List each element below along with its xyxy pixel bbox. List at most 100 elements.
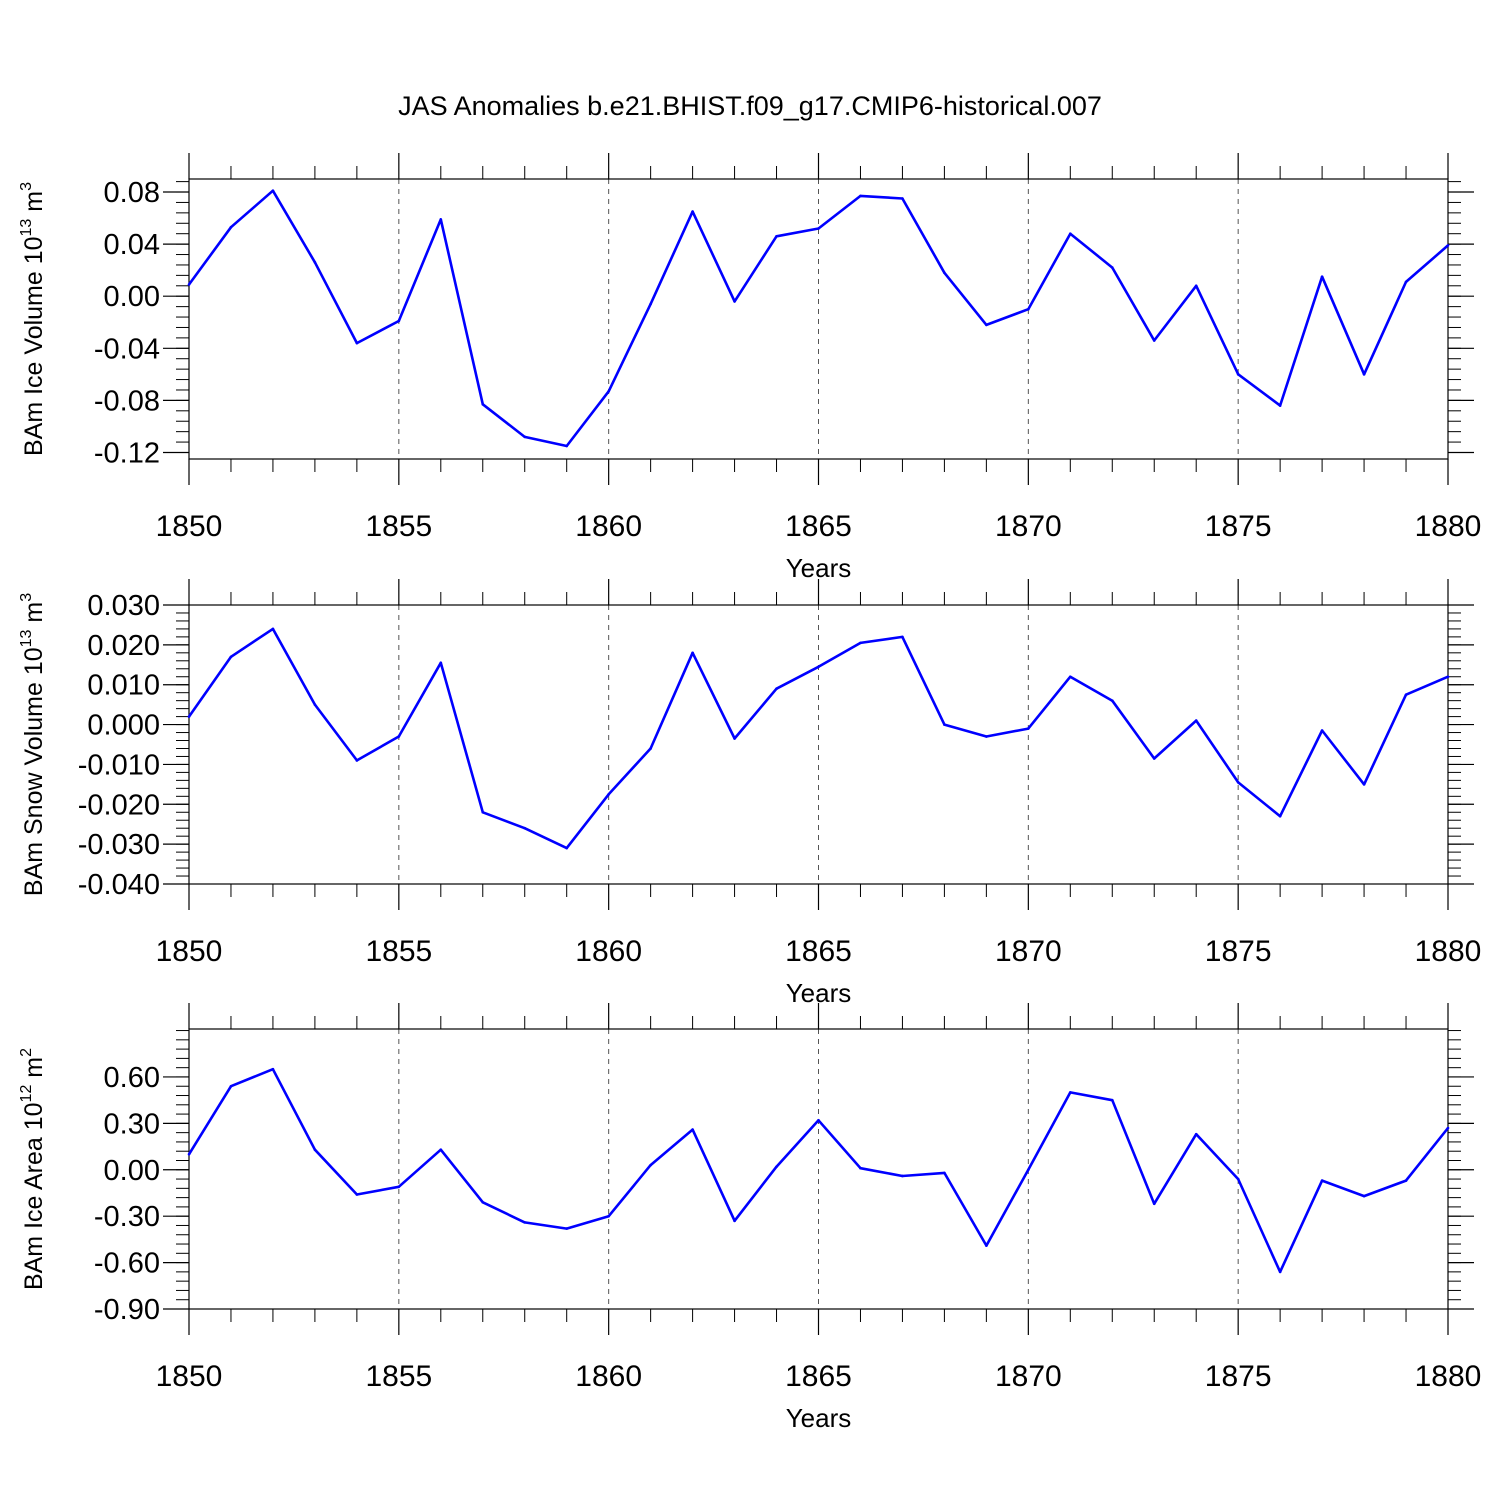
data-point [313,1148,317,1151]
data-point [229,1084,233,1088]
data-point [775,235,778,238]
data-point [187,1153,191,1156]
y-tick-label: 0.010 [87,670,160,702]
data-point [1027,727,1030,730]
data-point [1110,699,1114,702]
data-point [313,703,317,706]
y-axis-label-unit-exponent: 2 [18,1048,35,1057]
data-point [187,715,191,718]
data-point [1446,675,1450,679]
data-point [523,1221,527,1224]
data-point [607,389,610,393]
data-point [1027,1168,1030,1172]
y-tick-label: 0.030 [87,590,160,622]
data-point [1362,1194,1366,1198]
y-axis-label-unit: m [20,602,48,630]
x-tick-label: 1860 [575,1360,642,1393]
y-axis-label-exponent: 12 [18,1085,35,1103]
x-tick-label: 1870 [995,1360,1062,1393]
data-point [1069,675,1072,679]
y-tick-label: 0.00 [104,281,160,313]
data-point [187,283,191,286]
data-point [1278,1270,1282,1274]
data-point [1320,275,1324,278]
data-point [1362,783,1366,786]
data-point [775,687,778,690]
x-tick-label: 1880 [1415,935,1482,968]
x-tick-label: 1865 [785,935,852,968]
data-point [481,810,485,814]
data-point [271,1067,275,1071]
x-tick-label: 1860 [575,935,642,968]
y-tick-label: 0.00 [104,1155,160,1187]
data-point [1152,757,1156,760]
data-point [1404,693,1408,696]
data-point [1320,729,1324,732]
data-point [943,723,946,726]
data-point [439,218,443,221]
data-point [565,846,568,850]
data-point [691,1128,694,1131]
y-tick-label: -0.030 [78,829,160,861]
panels: -0.12 -0.08 -0.04 0.00 0.04 0.08 1850 1855 1860 1… [18,153,1481,1433]
x-tick-label: 1880 [1415,1360,1482,1393]
data-point [355,759,359,762]
y-tick-label: 0.020 [87,630,160,662]
y-tick-label: -0.010 [78,749,160,781]
data-point [1194,284,1198,288]
data-point [817,1118,820,1122]
y-tick-label: -0.90 [94,1294,160,1326]
data-point [1027,307,1030,311]
x-axis-label: Years [786,553,852,583]
data-point [985,1244,988,1247]
data-point [1236,373,1240,376]
data-point [439,1148,443,1151]
data-point [691,651,694,655]
y-tick-label: -0.08 [94,385,160,417]
x-tick-label: 1865 [785,510,852,543]
data-point [439,661,443,665]
data-point [607,1214,610,1218]
data-point [1362,373,1366,376]
data-point [943,1171,946,1175]
data-point [649,302,652,306]
data-point [691,210,694,213]
data-point [649,747,652,750]
data-point [859,1166,862,1170]
x-tick-label: 1855 [365,510,432,543]
data-point [1446,1126,1450,1130]
data-point [355,1193,359,1196]
y-tick-label: 0.08 [104,177,160,209]
y-tick-label: -0.30 [94,1201,160,1233]
data-point [985,735,988,738]
data-point [733,300,736,303]
data-point [1278,814,1282,818]
data-point [901,635,904,639]
data-point [523,826,527,830]
data-point [817,665,820,669]
data-point [397,1185,401,1189]
data-point [271,627,275,631]
x-tick-label: 1875 [1205,1360,1272,1393]
y-axis-label-unit-exponent: 3 [18,593,35,602]
data-point [1278,404,1282,407]
data-point [817,227,820,230]
data-point [901,1174,904,1178]
data-point [1236,1177,1240,1181]
x-tick-label: 1855 [365,935,432,968]
chart-title: JAS Anomalies b.e21.BHIST.f09_g17.CMIP6-… [398,91,1102,121]
data-point [1404,280,1408,284]
y-axis-label-main: BAm Ice Area 10 [20,1102,48,1290]
y-axis-label-main: BAm Snow Volume 10 [20,647,48,896]
data-point [355,341,359,345]
data-point [649,1163,652,1167]
data-point [271,189,275,193]
x-tick-label: 1870 [995,510,1062,543]
data-point [1069,232,1072,235]
y-axis-label-unit-exponent: 3 [18,182,35,191]
data-point [565,444,568,448]
y-axis-label: BAm Ice Area 1012 m2 [18,1048,48,1290]
data-point [1194,1132,1198,1136]
data-point [565,1227,568,1230]
data-point [859,194,862,198]
